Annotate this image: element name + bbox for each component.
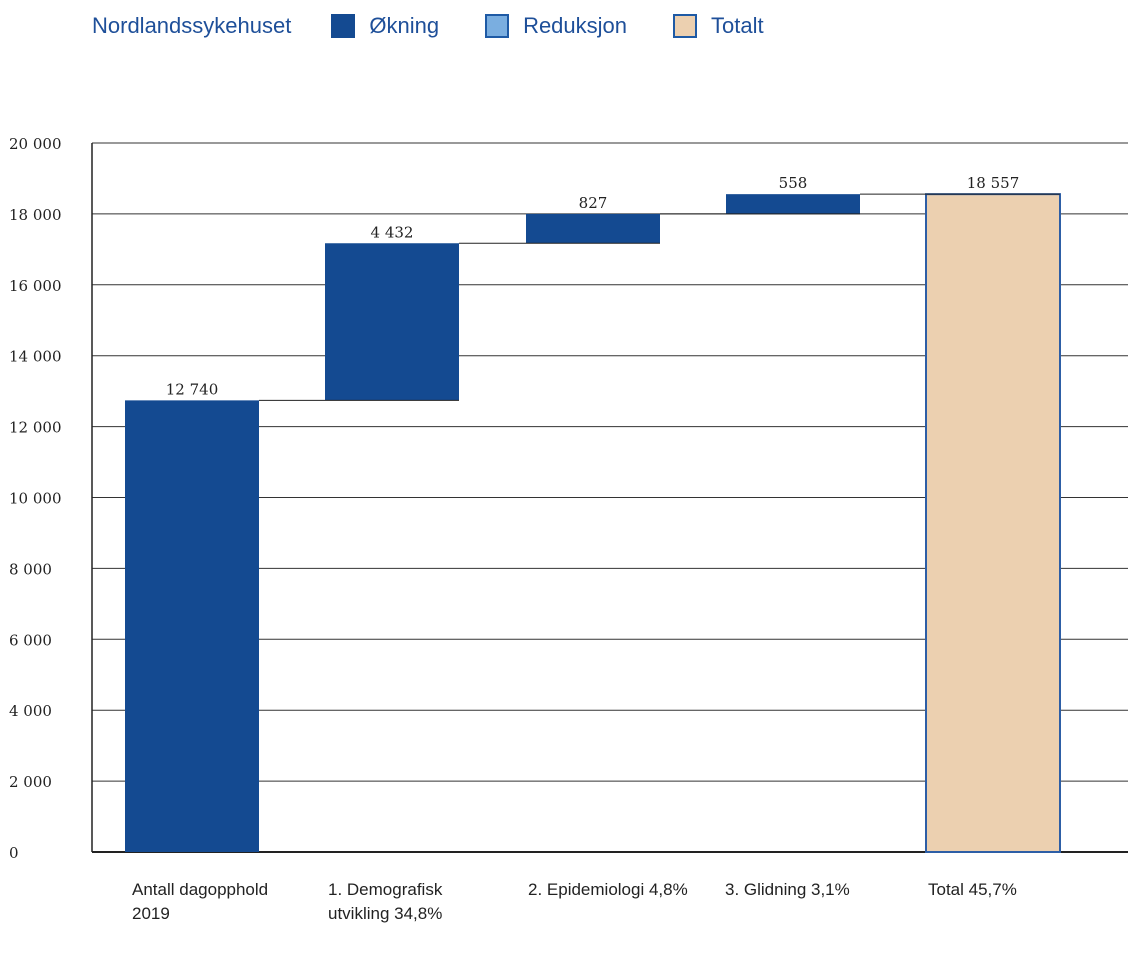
category-label-glidning: 3. Glidning 3,1% bbox=[725, 880, 850, 899]
bar-4 bbox=[726, 194, 860, 214]
bar-2 bbox=[325, 243, 459, 401]
y-tick-label: 8 000 bbox=[9, 560, 52, 578]
value-label-4: 558 bbox=[779, 174, 808, 192]
y-tick-label: 6 000 bbox=[9, 631, 52, 649]
legend-swatch-okning bbox=[331, 14, 356, 38]
bar-3 bbox=[526, 213, 660, 244]
bar-1 bbox=[125, 400, 259, 852]
legend-item-okning: Økning bbox=[331, 13, 439, 39]
legend: Nordlandssykehuset Økning Reduksjon Tota… bbox=[92, 10, 810, 42]
value-label-2: 4 432 bbox=[371, 223, 414, 241]
value-label-3: 827 bbox=[579, 194, 608, 212]
bar-5 bbox=[925, 193, 1061, 853]
y-tick-label: 0 bbox=[9, 844, 19, 862]
legend-item-reduksjon: Reduksjon bbox=[485, 13, 627, 39]
y-tick-label: 16 000 bbox=[9, 277, 62, 295]
y-tick-label: 20 000 bbox=[9, 135, 62, 153]
y-tick-label: 4 000 bbox=[9, 702, 52, 720]
y-tick-label: 12 000 bbox=[9, 419, 62, 437]
category-label-total: Total 45,7% bbox=[928, 880, 1017, 899]
legend-label-reduksjon: Reduksjon bbox=[523, 13, 628, 38]
legend-swatch-reduksjon bbox=[485, 14, 510, 38]
legend-title: Nordlandssykehuset bbox=[92, 13, 292, 38]
legend-label-okning: Økning bbox=[369, 13, 440, 38]
category-label-epidemiologi: 2. Epidemiologi 4,8% bbox=[528, 880, 688, 899]
y-tick-label: 2 000 bbox=[9, 773, 52, 791]
legend-item-totalt: Totalt bbox=[673, 13, 764, 39]
legend-label-totalt: Totalt bbox=[711, 13, 764, 38]
value-label-5: 18 557 bbox=[967, 174, 1020, 192]
y-tick-label: 18 000 bbox=[9, 206, 62, 224]
y-tick-label: 10 000 bbox=[9, 490, 62, 508]
y-tick-label: 14 000 bbox=[9, 348, 62, 366]
category-label-demografisk: 1. Demografisk utvikling 34,8% bbox=[328, 880, 443, 923]
value-label-1: 12 740 bbox=[166, 380, 219, 398]
category-label-antall-dagopphold: Antall dagopphold 2019 bbox=[132, 880, 269, 923]
legend-swatch-totalt bbox=[673, 14, 698, 38]
